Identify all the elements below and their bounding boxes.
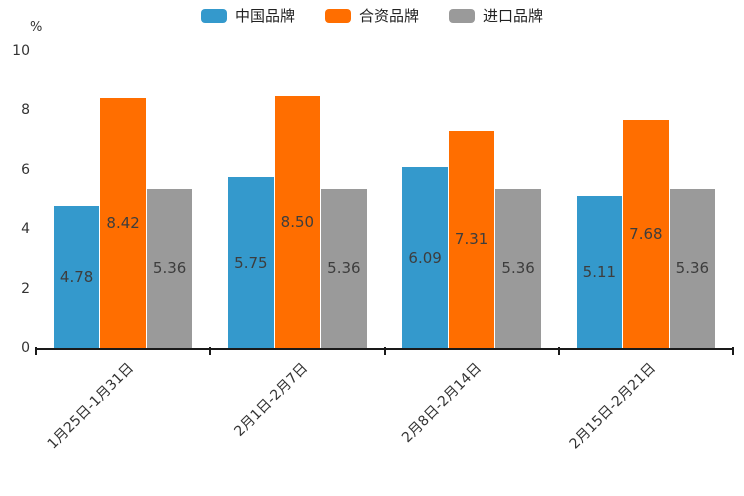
legend-item-import-brand: 进口品牌 [449,8,543,24]
legend-label: 中国品牌 [234,7,295,25]
y-axis-tick-label: 2 [21,280,30,297]
bar: 5.11 [576,196,623,348]
bar-value-label: 7.31 [454,230,489,249]
bar: 7.68 [623,119,669,348]
bar-value-label: 8.42 [106,213,140,232]
bar-value-label: 6.09 [408,248,442,267]
x-axis-label: 2月15日-2月21日 [567,360,660,453]
bar-value-label: 5.11 [582,263,617,282]
bar-value-label: 5.75 [234,253,268,272]
legend-item-joint-venture-brand: 合资品牌 [324,7,419,25]
bar-value-label: 5.36 [327,259,361,278]
bar-value-label: 5.36 [152,259,187,278]
y-axis-tick-label: 6 [21,161,30,178]
bar: 8.50 [274,95,321,348]
bar: 4.78 [53,206,100,348]
bar: 5.36 [669,188,716,348]
y-axis-tick-label: 4 [21,221,30,238]
bar-value-label: 5.36 [501,259,535,278]
x-axis-label: 2月1日-2月7日 [231,360,311,440]
bar: 5.75 [228,177,274,348]
axis-tick [35,347,37,355]
legend-swatch-china-brand [200,9,227,23]
y-axis-tick-label: 0 [21,340,30,356]
y-axis-tick-label: 10 [12,43,30,59]
x-axis-label: 2月8日-2月14日 [399,360,486,447]
y-axis-tick-label: 8 [21,102,30,119]
bar: 7.31 [448,130,495,348]
bar: 6.09 [402,167,448,348]
x-axis-label: 1月25日-1月31日 [44,360,137,453]
legend: 中国品牌 合资品牌 进口品牌 [0,8,744,24]
legend-label: 进口品牌 [483,7,544,25]
bar: 5.36 [146,188,193,348]
legend-swatch-joint-venture-brand [324,9,351,23]
bar: 8.42 [100,97,146,348]
bar-value-label: 7.68 [629,224,663,243]
legend-label: 合资品牌 [358,7,419,25]
bar: 5.36 [495,188,541,348]
bar-value-label: 4.78 [59,268,94,286]
axis-tick [209,347,212,355]
bar-value-label: 8.50 [280,212,315,231]
legend-swatch-import-brand [449,9,475,23]
axis-tick [383,347,386,355]
axis-tick [557,347,560,355]
bar-value-label: 5.36 [675,259,710,278]
axis-tick [732,347,734,355]
y-axis-unit-label: % [30,20,43,35]
legend-item-china-brand: 中国品牌 [200,7,295,25]
bar: 5.36 [321,188,367,348]
